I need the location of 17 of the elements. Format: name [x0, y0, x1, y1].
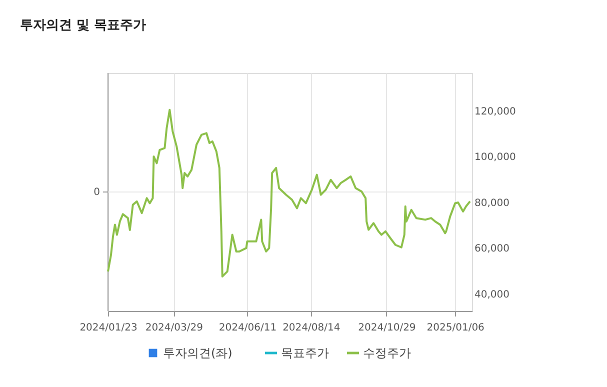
- line-series: [107, 108, 472, 278]
- legend-label: 수정주가: [363, 346, 411, 360]
- y2-tick-label: 60,000: [474, 244, 510, 255]
- x-tick-label: 2024/10/29: [358, 322, 416, 334]
- y2-tick-label: 40,000: [474, 289, 510, 300]
- x-tick-label: 2025/01/06: [426, 322, 484, 334]
- x-tick-label: 2024/01/23: [80, 322, 138, 334]
- legend-label: 투자의견(좌): [163, 346, 232, 360]
- text: 0: [94, 187, 100, 198]
- y2-tick-label: 80,000: [474, 198, 510, 209]
- y2-tick-label: 120,000: [474, 106, 516, 118]
- x-tick-label: 2024/08/14: [282, 322, 340, 334]
- y2-tick-label: 100,000: [474, 152, 516, 164]
- x-tick-label: 2024/03/29: [145, 322, 203, 334]
- x-tick-label: 2024/06/11: [218, 322, 277, 334]
- legend-label: 목표주가: [281, 346, 329, 360]
- chart-title: 투자의견 및 목표주가: [20, 18, 146, 33]
